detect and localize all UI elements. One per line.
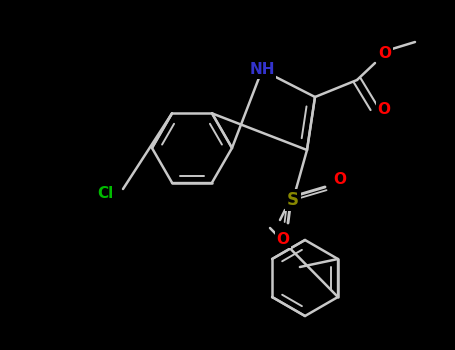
Text: O: O: [378, 103, 390, 118]
Text: S: S: [287, 191, 299, 209]
Text: O: O: [334, 172, 347, 187]
Text: O: O: [277, 231, 289, 246]
Text: Cl: Cl: [97, 186, 113, 201]
Text: NH: NH: [249, 63, 275, 77]
Text: O: O: [379, 46, 391, 61]
